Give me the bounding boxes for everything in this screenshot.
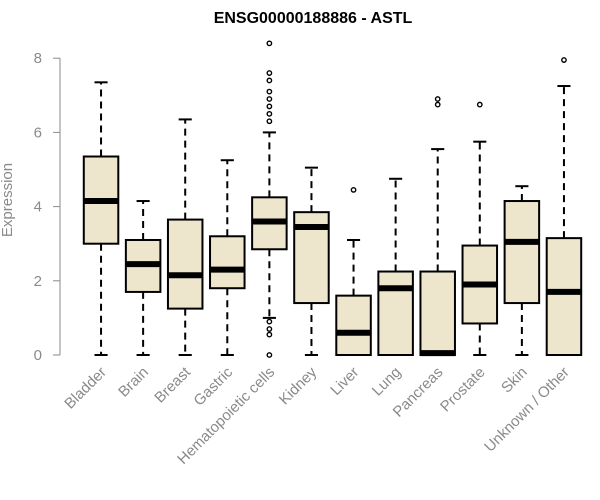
box [209,235,246,290]
y-tick-label: 0 [34,347,42,364]
box-series [82,40,583,358]
outlier-point [266,331,273,338]
x-tick-label: Liver [327,364,362,399]
box-group-skin [503,185,541,356]
y-tick-label: 8 [34,50,42,67]
x-tick-label: Prostate [437,364,489,416]
outlier-point [266,103,273,110]
outlier-point [266,318,273,325]
box-group-liver [335,187,372,357]
outlier-point [266,77,273,84]
x-tick-label: Lung [369,364,405,400]
y-axis-label: Expression [0,163,16,237]
box [377,270,414,356]
box-group-unknown-other [545,57,583,356]
y-tick-label: 2 [34,273,42,290]
box-group-kidney [293,166,330,356]
outlier-point [266,96,273,102]
box-group-prostate [461,101,499,356]
y-tick-label: 6 [34,124,42,141]
box-group-breast [166,118,204,356]
x-tick-label: Brain [115,364,152,401]
outlier-point [266,110,273,117]
outlier-point [266,70,273,76]
outlier-point [434,101,441,108]
outlier-point [266,40,273,47]
outlier-point [266,352,273,358]
outlier-point [266,118,273,125]
outlier-point [434,96,441,102]
x-tick-label: Breast [151,363,194,406]
chart-title: ENSG00000188886 - ASTL [214,10,413,27]
box-group-lung [377,177,414,356]
box-group-gastric [209,159,246,356]
box [545,237,583,356]
box [503,200,541,305]
x-tick-label: Kidney [276,363,321,408]
box [335,294,372,357]
box-group-pancreas [419,96,456,357]
outlier-point [266,326,273,332]
outlier-point [350,187,357,193]
outlier-point [266,88,273,95]
box-group-hematopoietic-cells [251,40,288,358]
box [419,270,456,356]
x-tick-label: Bladder [61,364,110,413]
outlier-point [561,57,567,63]
box [166,218,204,310]
x-tick-label: Skin [498,364,531,397]
outlier-point [476,101,483,108]
box-group-brain [124,200,162,356]
y-axis: 0 2 4 6 8 [34,50,61,364]
y-tick-label: 4 [34,199,42,216]
box-group-bladder [82,81,120,356]
